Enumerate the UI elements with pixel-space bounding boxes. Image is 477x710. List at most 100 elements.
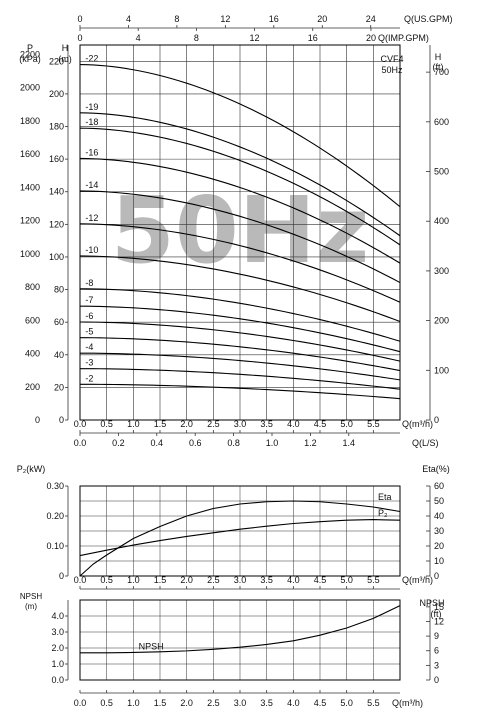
npsh-ft-tick-label: 15 <box>434 602 444 612</box>
npsh-m-tick-label: 1.0 <box>51 659 64 669</box>
head-ft-axis-unit: (ft) <box>433 62 444 72</box>
usgpm-tick-label: 12 <box>220 14 230 24</box>
head-kpa-tick-label: 1200 <box>20 216 40 226</box>
head-m-tick-label: 120 <box>49 219 64 229</box>
head-q-tick-label: 5.5 <box>367 419 380 429</box>
head-curve-label: -2 <box>85 373 93 383</box>
head-ft-tick-label: 400 <box>434 216 449 226</box>
ls-tick-label: 1.2 <box>304 438 317 448</box>
head-ft-tick-label: 600 <box>434 117 449 127</box>
pe-q-tick-label: 1.0 <box>127 575 140 585</box>
head-curve-stage-7 <box>79 305 401 353</box>
usgpm-tick-label: 24 <box>366 14 376 24</box>
head-kpa-tick-label: 400 <box>25 349 40 359</box>
pe-q-tick-label: 0.0 <box>74 575 87 585</box>
pe-q-tick-label: 2.5 <box>207 575 220 585</box>
pe-q-tick-label: 2.0 <box>180 575 193 585</box>
pe-q-tick-label: 0.5 <box>100 575 113 585</box>
head-curve-stage-22 <box>79 64 401 208</box>
p2-curve <box>79 519 401 557</box>
p2-tick-label: 0.10 <box>46 541 64 551</box>
npsh-q-tick-label: 0.0 <box>74 698 87 708</box>
head-q-tick-label: 5.0 <box>340 419 353 429</box>
head-q-tick-label: 4.5 <box>314 419 327 429</box>
curves-layer <box>79 64 401 654</box>
npsh-q-tick-label: 2.5 <box>207 698 220 708</box>
head-m-tick-label: 220 <box>49 56 64 66</box>
head-m-tick-label: 60 <box>54 317 64 327</box>
npsh-ft-tick-label: 3 <box>434 660 439 670</box>
pe-q-tick-label: 3.5 <box>260 575 273 585</box>
head-kpa-tick-label: 200 <box>25 382 40 392</box>
head-kpa-axis-unit: (kPa) <box>19 54 41 64</box>
impgpm-tick-label: 0 <box>77 33 82 43</box>
head-curve-stage-18 <box>79 127 401 246</box>
eta-axis-label: Eta(%) <box>422 464 450 474</box>
head-curve-label: -14 <box>85 180 98 190</box>
head-curve-label: -5 <box>85 327 93 337</box>
head-q-tick-label: 3.5 <box>260 419 273 429</box>
eta-tick-label: 10 <box>434 556 444 566</box>
npsh-q-tick-label: 4.0 <box>287 698 300 708</box>
npsh-q-tick-label: 3.5 <box>260 698 273 708</box>
pe-frame <box>79 485 401 577</box>
npsh-curve-label: NPSH <box>139 642 164 652</box>
head-kpa-tick-label: 2000 <box>20 83 40 93</box>
usgpm-tick-label: 8 <box>174 14 179 24</box>
head-curve-stage-12 <box>79 223 401 303</box>
eta-tick-label: 50 <box>434 496 444 506</box>
npsh-m-tick-label: 3.0 <box>51 627 64 637</box>
ls-tick-label: 1.4 <box>343 438 356 448</box>
pe-q-tick-label: 1.5 <box>154 575 167 585</box>
impgpm-tick-label: 16 <box>308 33 318 43</box>
head-q-tick-label: 1.0 <box>127 419 140 429</box>
eta-curve <box>79 500 401 577</box>
frequency-label: 50Hz <box>381 65 403 75</box>
usgpm-tick-label: 0 <box>77 14 82 24</box>
p2-tick-label: 0 <box>59 571 64 581</box>
npsh-m-tick-label: 0.0 <box>51 675 64 685</box>
head-curve-stage-5 <box>79 337 401 372</box>
p2-tick-label: 0.30 <box>46 481 64 491</box>
pe-q-tick-label: 5.5 <box>367 575 380 585</box>
npsh-m-axis-label: NPSH <box>20 592 42 601</box>
eta-tick-label: 60 <box>434 481 444 491</box>
head-curve-label: -6 <box>85 311 93 321</box>
npsh-ft-axis-unit: (ft) <box>431 609 442 619</box>
ls-axis-label: Q(L/S) <box>412 438 439 448</box>
head-q-axis-label: Q(m³/h) <box>402 419 433 429</box>
npsh-m-axis-unit: (m) <box>25 602 37 611</box>
impgpm-tick-label: 4 <box>136 33 141 43</box>
head-curve-stage-16 <box>79 157 401 264</box>
head-m-tick-label: 20 <box>54 382 64 392</box>
head-ft-tick-label: 300 <box>434 266 449 276</box>
eta-tick-label: 40 <box>434 511 444 521</box>
pe-q-tick-label: 4.5 <box>314 575 327 585</box>
head-curve-stage-6 <box>79 321 401 362</box>
head-kpa-tick-label: 600 <box>25 315 40 325</box>
eta-tick-label: 0 <box>434 571 439 581</box>
npsh-ft-tick-label: 6 <box>434 646 439 656</box>
head-curve-label: -19 <box>85 102 98 112</box>
head-kpa-tick-label: 0 <box>35 415 40 425</box>
npsh-ft-tick-label: 12 <box>434 616 444 626</box>
ls-tick-label: 1.0 <box>266 438 279 448</box>
impgpm-tick-label: 12 <box>250 33 260 43</box>
head-q-tick-label: 0.5 <box>100 419 113 429</box>
grid-layer <box>65 25 431 694</box>
head-curve-label: -7 <box>85 295 93 305</box>
head-ft-tick-label: 0 <box>434 415 439 425</box>
head-ft-tick-label: 700 <box>434 67 449 77</box>
ls-tick-label: 0.4 <box>151 438 164 448</box>
npsh-q-tick-label: 0.5 <box>100 698 113 708</box>
head-m-axis-unit: (m) <box>58 54 72 64</box>
head-ft-tick-label: 200 <box>434 316 449 326</box>
head-curve-stage-8 <box>79 288 401 342</box>
ls-tick-label: 0.6 <box>189 438 202 448</box>
head-ft-tick-label: 100 <box>434 365 449 375</box>
head-m-axis-label: H <box>62 43 69 53</box>
head-curve-label: -3 <box>85 358 93 368</box>
npsh-q-tick-label: 3.0 <box>234 698 247 708</box>
head-curve-label: -12 <box>85 213 98 223</box>
